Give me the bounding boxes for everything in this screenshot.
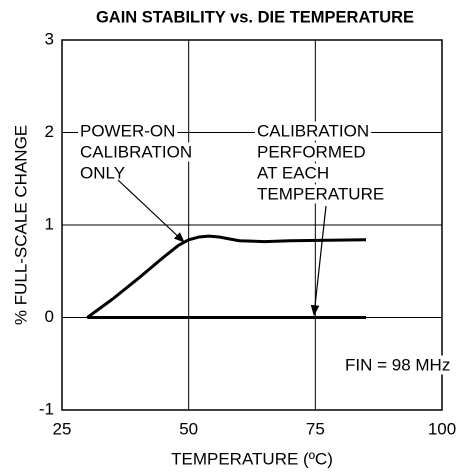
annotation-bg <box>343 355 453 375</box>
annotation: AT EACH <box>257 163 329 182</box>
annotation-arrow <box>310 205 327 317</box>
annotation-bg <box>255 163 332 183</box>
annotation: PERFORMED <box>257 142 366 161</box>
y-tick-label: 1 <box>45 214 54 233</box>
annotation-bg <box>78 163 128 183</box>
chart-title: GAIN STABILITY vs. DIE TEMPERATURE <box>96 8 414 26</box>
annotation-bg <box>255 184 387 204</box>
x-tick-label: 50 <box>179 419 198 438</box>
annotation-bg <box>78 142 195 162</box>
annotation: CALIBRATION <box>257 121 369 140</box>
annotation-bg <box>255 121 372 141</box>
annotation-bg <box>78 121 178 141</box>
y-axis-label: % FULL-SCALE CHANGE <box>11 125 30 325</box>
data-line <box>86 234 367 319</box>
y-tick-label: -1 <box>39 399 54 418</box>
x-tick-label: 75 <box>306 419 325 438</box>
y-tick-label: 2 <box>45 122 54 141</box>
annotation: CALIBRATION <box>80 142 192 161</box>
annotation: POWER-ON <box>80 121 175 140</box>
y-tick-label: 0 <box>45 307 54 326</box>
annotation: TEMPERATURE <box>257 184 384 203</box>
x-tick-label: 25 <box>53 419 72 438</box>
y-tick-label: 3 <box>45 29 54 48</box>
x-tick-label: 100 <box>428 419 456 438</box>
annotation-bg <box>255 142 368 162</box>
annotation: FIN = 98 MHz <box>345 355 450 374</box>
x-axis-label: TEMPERATURE (ºC) <box>171 449 333 468</box>
annotation: ONLY <box>80 163 125 182</box>
annotation-arrow <box>117 179 185 243</box>
plot-frame <box>61 39 443 411</box>
